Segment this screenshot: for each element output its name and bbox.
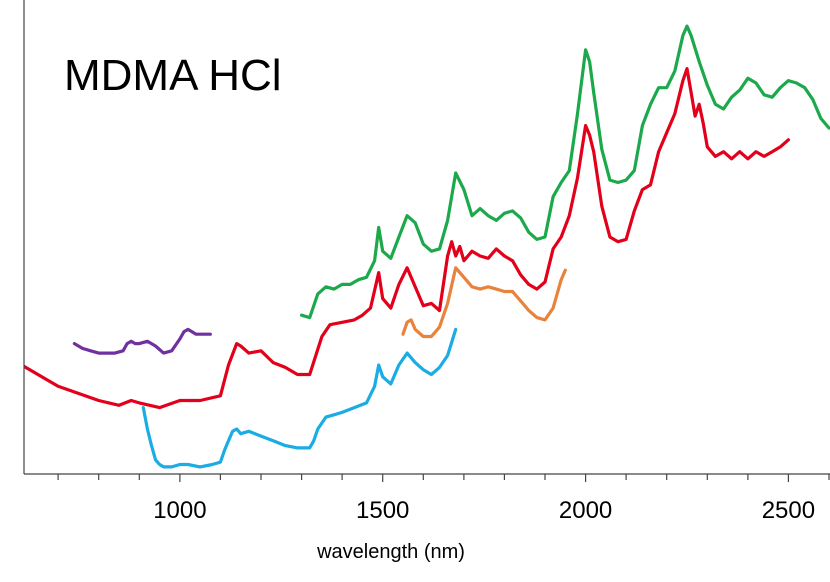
x-tick-label: 1500 [356,497,409,524]
series-line-1 [24,67,791,410]
x-tick-label: 2500 [762,497,815,524]
chart-title: MDMA HCl [64,51,282,100]
x-tick-label: 2000 [559,497,612,524]
series-line-4 [401,266,567,339]
series-line-2 [300,24,830,320]
x-tick-labels: 5001000150020002500 [153,497,815,524]
x-tick-label: 1000 [153,497,206,524]
x-axis-label: wavelength (nm) [316,541,465,563]
x-tick-marks [57,474,830,482]
series-line-3 [141,327,458,469]
series-layer [24,24,830,469]
series-line-5 [72,327,212,355]
